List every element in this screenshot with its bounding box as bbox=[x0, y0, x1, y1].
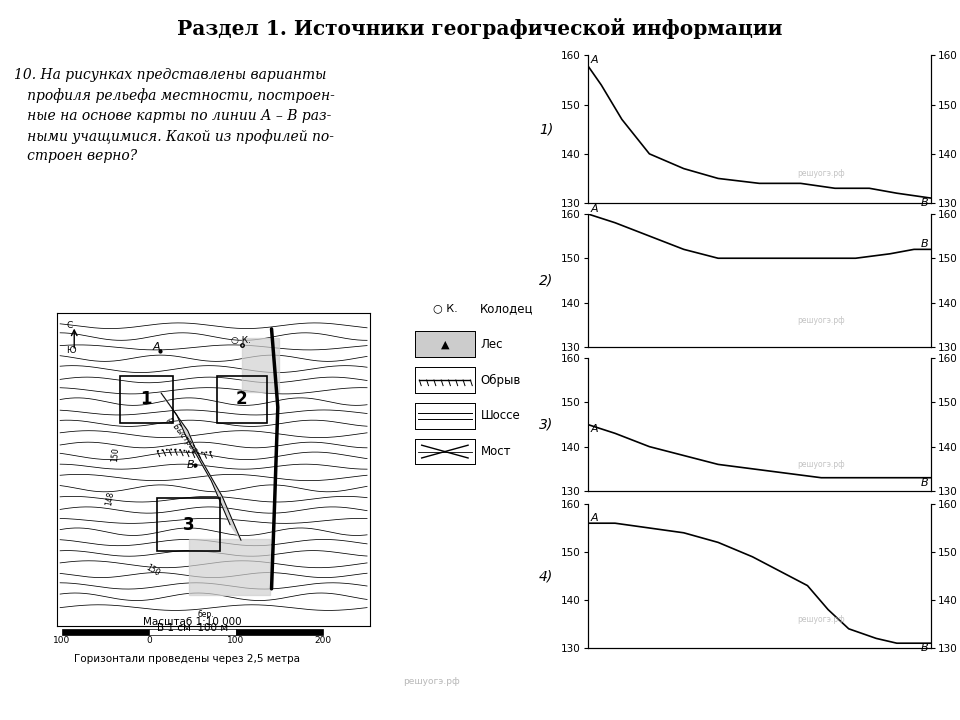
Text: Масштаб 1:10 000: Масштаб 1:10 000 bbox=[143, 617, 242, 626]
Text: 200: 200 bbox=[315, 636, 332, 645]
Text: 1: 1 bbox=[140, 390, 152, 408]
Text: р. Быстрая: р. Быстрая bbox=[165, 415, 199, 454]
Bar bbox=[415, 403, 475, 428]
Text: решуогэ.рф: решуогэ.рф bbox=[798, 169, 845, 178]
Text: 100: 100 bbox=[228, 636, 245, 645]
Text: бер.: бер. bbox=[198, 610, 215, 619]
Bar bbox=[120, 376, 173, 423]
Text: Колодец: Колодец bbox=[480, 302, 533, 315]
Text: B: B bbox=[921, 477, 928, 487]
Bar bbox=[415, 438, 475, 464]
Text: B: B bbox=[921, 643, 928, 653]
Text: B: B bbox=[921, 239, 928, 249]
Text: Обрыв: Обрыв bbox=[481, 374, 521, 387]
Text: 150: 150 bbox=[110, 447, 120, 462]
Text: ○ К.: ○ К. bbox=[230, 336, 251, 345]
Text: ○ К.: ○ К. bbox=[433, 303, 457, 313]
Polygon shape bbox=[242, 338, 279, 392]
Text: A: A bbox=[591, 55, 599, 66]
Text: решуогэ.рф: решуогэ.рф bbox=[403, 677, 461, 685]
Text: 3: 3 bbox=[182, 516, 194, 534]
Text: ▲: ▲ bbox=[441, 339, 449, 349]
Bar bbox=[415, 403, 475, 428]
Polygon shape bbox=[188, 539, 270, 595]
Text: решуогэ.рф: решуогэ.рф bbox=[798, 316, 845, 325]
Bar bbox=[149, 629, 236, 635]
Text: решуогэ.рф: решуогэ.рф bbox=[798, 460, 845, 469]
Text: Горизонтали проведены через 2,5 метра: Горизонтали проведены через 2,5 метра bbox=[74, 654, 300, 664]
Text: Раздел 1. Источники географической информации: Раздел 1. Источники географической инфор… bbox=[178, 18, 782, 39]
Bar bbox=[415, 331, 475, 357]
Text: 150: 150 bbox=[145, 563, 161, 578]
Text: решуогэ.рф: решуогэ.рф bbox=[798, 615, 845, 624]
Text: A: A bbox=[591, 204, 599, 214]
Text: А.: А. bbox=[153, 342, 163, 352]
Bar bbox=[415, 438, 475, 464]
Text: 100: 100 bbox=[53, 636, 70, 645]
Bar bbox=[157, 498, 220, 552]
Text: 2): 2) bbox=[539, 274, 553, 287]
Text: С: С bbox=[66, 321, 73, 330]
Text: Шоссе: Шоссе bbox=[481, 409, 520, 423]
Text: 10. На рисунках представлены варианты
   профиля рельефа местности, построен­
  : 10. На рисунках представлены варианты пр… bbox=[14, 68, 335, 163]
Text: Мост: Мост bbox=[481, 445, 512, 458]
Text: B: B bbox=[921, 198, 928, 208]
Text: 0: 0 bbox=[146, 636, 152, 645]
Bar bbox=[415, 367, 475, 393]
Bar bbox=[217, 376, 267, 423]
Bar bbox=[415, 331, 475, 357]
Text: В 1 см  100 м: В 1 см 100 м bbox=[156, 623, 228, 632]
Text: 3): 3) bbox=[539, 418, 553, 431]
Text: Ю: Ю bbox=[66, 346, 76, 355]
Polygon shape bbox=[161, 393, 241, 540]
Text: 1): 1) bbox=[539, 122, 553, 136]
Text: В.: В. bbox=[187, 460, 198, 470]
Bar bbox=[236, 629, 324, 635]
Text: 2: 2 bbox=[236, 390, 248, 408]
Bar bbox=[415, 367, 475, 393]
Text: Лес: Лес bbox=[481, 338, 503, 351]
Text: A: A bbox=[591, 513, 599, 523]
Text: A: A bbox=[591, 424, 599, 434]
Bar bbox=[61, 629, 149, 635]
Text: 148: 148 bbox=[104, 490, 115, 506]
Text: 4): 4) bbox=[539, 569, 553, 583]
